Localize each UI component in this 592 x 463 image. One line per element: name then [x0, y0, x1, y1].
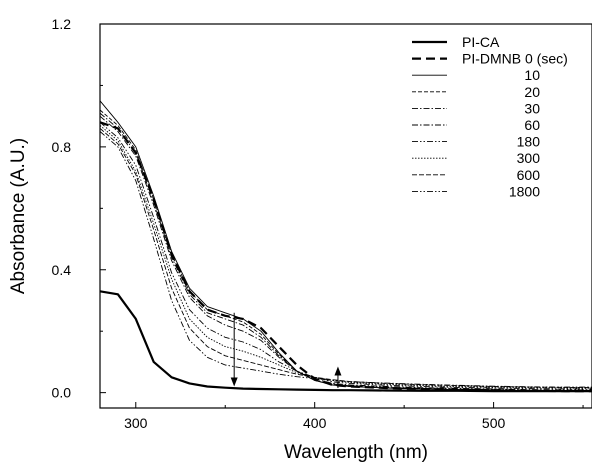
legend-label: 60	[524, 117, 540, 133]
series-line-9	[99, 131, 592, 388]
legend-label: 600	[517, 167, 541, 183]
y-tick-label: 0.4	[52, 262, 72, 278]
legend-label: PI-CA	[462, 34, 500, 50]
legend-label: 10	[524, 67, 540, 83]
legend-label: PI-DMNB 0 (sec)	[462, 51, 568, 67]
x-tick-label: 500	[482, 415, 506, 431]
series-line-3	[99, 109, 592, 392]
y-tick-label: 0.8	[52, 139, 72, 155]
series-line-4	[99, 112, 592, 391]
arrow-down	[230, 312, 238, 387]
legend-label: 180	[517, 134, 541, 150]
y-tick-label: 1.2	[52, 16, 72, 32]
x-tick-label: 400	[303, 415, 327, 431]
x-tick-label: 300	[124, 415, 148, 431]
legend-label: 20	[524, 84, 540, 100]
legend-label: 300	[517, 150, 541, 166]
x-axis-title: Wavelength (nm)	[284, 442, 428, 463]
series-line-5	[99, 115, 592, 391]
annotation-layer	[230, 312, 342, 389]
series-line-0	[99, 290, 592, 393]
y-axis-ticks: 0.0 0.4 0.8 1.2	[52, 16, 106, 401]
legend-label: 30	[524, 100, 540, 116]
y-tick-label: 0.0	[52, 385, 72, 401]
legend-label: 1800	[509, 183, 540, 199]
arrow-up	[334, 366, 342, 389]
series-layer	[99, 100, 592, 393]
x-axis-ticks: 300 400 500	[124, 402, 584, 431]
plot-frame	[99, 23, 592, 409]
y-axis-title: Absorbance (A.U.)	[8, 138, 29, 294]
series-line-6	[99, 121, 592, 390]
